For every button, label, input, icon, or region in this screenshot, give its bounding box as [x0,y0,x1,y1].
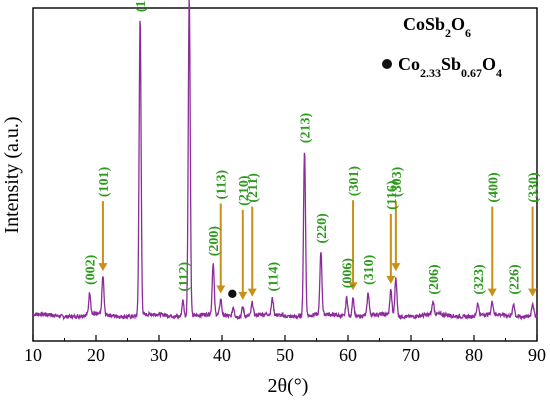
peak-label: (112) [177,262,192,292]
peak-label: (114) [266,262,281,292]
peak-label: (210) [237,175,252,206]
plot-area: (002)(101)(110)(112)(103)(200)(113)(210)… [32,0,542,342]
peak-label: (211) [246,173,261,203]
x-tick-label: 50 [276,345,294,365]
peak-label: (226) [508,264,523,295]
peak-arrow-head [238,291,248,300]
x-axis: 10 20 30 40 50 60 70 80 90 [24,335,546,365]
legend-entry-co233sb067o4: Co2.33Sb0.67O4 [398,54,502,80]
x-tick-label: 70 [402,345,420,365]
peak-label: (301) [347,166,362,197]
peak-arrows [98,200,538,300]
peak-label: (323) [472,264,487,295]
peak-label: (116) [385,180,400,210]
peak-label: (113) [215,170,230,200]
peak-arrow-head [487,288,497,297]
peak-arrow-head [216,285,226,294]
x-tick-label: 10 [24,345,42,365]
peak-label: (400) [486,172,501,203]
peak-label: (006) [341,258,356,289]
x-tick-label: 40 [213,345,231,365]
peak-arrow-head [391,263,401,272]
legend-entry-cosb2o6: CoSb2O6 [403,14,471,40]
legend-marker-circle [382,59,392,69]
peak-arrow-head [386,275,396,284]
impurity-marker [228,289,237,299]
x-tick-label: 30 [150,345,168,365]
peak-arrow-head [98,263,108,272]
x-axis-label: 2θ(°) [268,375,309,397]
peak-labels: (002)(101)(110)(112)(103)(200)(113)(210)… [84,0,542,295]
peak-label: (206) [427,264,442,295]
y-axis-label: Intensity (a.u.) [1,116,23,233]
peak-label: (200) [207,226,222,257]
peak-label: (220) [315,213,330,244]
peak-label: (213) [299,113,314,144]
peak-arrow-head [348,282,358,291]
x-tick-label: 80 [465,345,483,365]
xrd-trace [32,0,538,321]
peak-label: (330) [527,172,542,203]
peak-label: (101) [97,166,112,197]
peak-label: (310) [362,254,377,285]
x-tick-label: 60 [339,345,357,365]
peak-arrow-head [247,288,257,297]
peak-arrow-head [528,288,538,297]
peak-label: (002) [84,254,99,285]
legend: CoSb2O6 Co2.33Sb0.67O4 [382,14,502,80]
x-tick-label: 20 [87,345,105,365]
peak-label: (303) [390,166,405,197]
peak-label: (110) [134,0,149,12]
impurity-markers [228,289,237,299]
trace-group [32,0,538,321]
x-tick-label: 90 [528,345,546,365]
